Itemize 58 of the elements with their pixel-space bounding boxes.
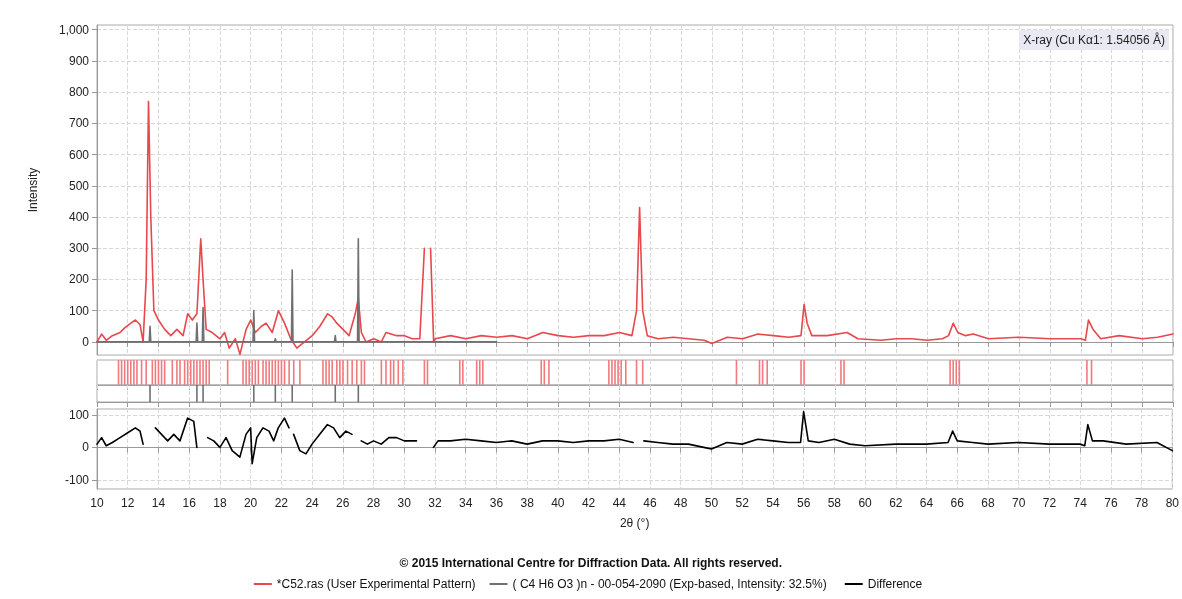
x-tick-label: 36 [489,496,504,510]
x-tick-label: 54 [766,496,780,510]
x-tick-label: 24 [305,496,320,510]
y-tick-label: 200 [68,272,90,287]
annotation: X-ray (Cu Kα1: 1.54056 Å) [1023,32,1165,47]
x-tick-label: 52 [735,496,750,510]
x-tick-label: 78 [1134,496,1149,510]
x-tick-label: 48 [674,496,688,510]
x-tick-label: 42 [581,496,596,510]
y-tick-label: 100 [68,303,90,318]
x-tick-label: 46 [643,496,658,510]
x-tick-label: 76 [1104,496,1118,510]
x-tick-label: 18 [213,496,227,510]
x-tick-label: 58 [827,496,842,510]
x-tick-label: 30 [397,496,412,510]
x-tick-label: 56 [796,496,811,510]
y-tick-label: 400 [68,210,90,225]
x-tick-label: 32 [428,496,442,510]
x-tick-label: 60 [858,496,873,510]
x-tick-label: 74 [1073,496,1088,510]
x-tick-label: 28 [366,496,381,510]
y-tick-label: 500 [68,178,90,193]
y-tick-label: 900 [68,53,90,68]
x-tick-label: 34 [459,496,473,510]
y-tick-label: 1,000 [58,22,90,37]
y-tick-label: 700 [68,116,90,131]
legend-label: Difference [867,577,923,591]
x-tick-label: 26 [336,496,350,510]
x-tick-label: 14 [151,496,166,510]
x-tick-label: 62 [889,496,903,510]
x-tick-label: 40 [551,496,565,510]
x-tick-label: 16 [182,496,197,510]
x-tick-label: 72 [1042,496,1057,510]
x-tick-label: 20 [243,496,258,510]
y-tick-label: 0 [82,334,90,349]
line-series [96,238,498,343]
x-tick-label: 22 [274,496,289,510]
x-tick-label: 12 [121,496,135,510]
x-tick-label: 70 [1012,496,1026,510]
legend-label: ( C4 H6 O3 )n - 00-054-2090 (Exp-based, Intensity: 32.5%) [512,577,827,591]
y-tick-label: 600 [68,147,90,162]
y-tick-label: 100 [68,407,90,422]
x-tick-label: 10 [90,496,104,510]
y-tick-label: 0 [82,440,90,455]
text: © 2015 International Centre for Diffraction Data. All rights reserved. [399,556,783,570]
legend-label: *C52.ras (User Experimental Pattern) [276,577,476,591]
y-tick-label: 300 [68,241,90,256]
y-tick-label: 800 [68,85,90,100]
x-tick-label: 64 [919,496,934,510]
x-tick-label: 80 [1165,496,1180,510]
x-tick-label: 44 [612,496,627,510]
x-tick-label: 68 [981,496,995,510]
y-axis-title: Intensity [26,167,40,213]
x-axis-title: 2θ (°) [619,516,650,530]
x-tick-label: 66 [950,496,965,510]
x-tick-label: 38 [520,496,535,510]
x-tick-label: 50 [704,496,719,510]
y-tick-label: -100 [64,472,90,487]
